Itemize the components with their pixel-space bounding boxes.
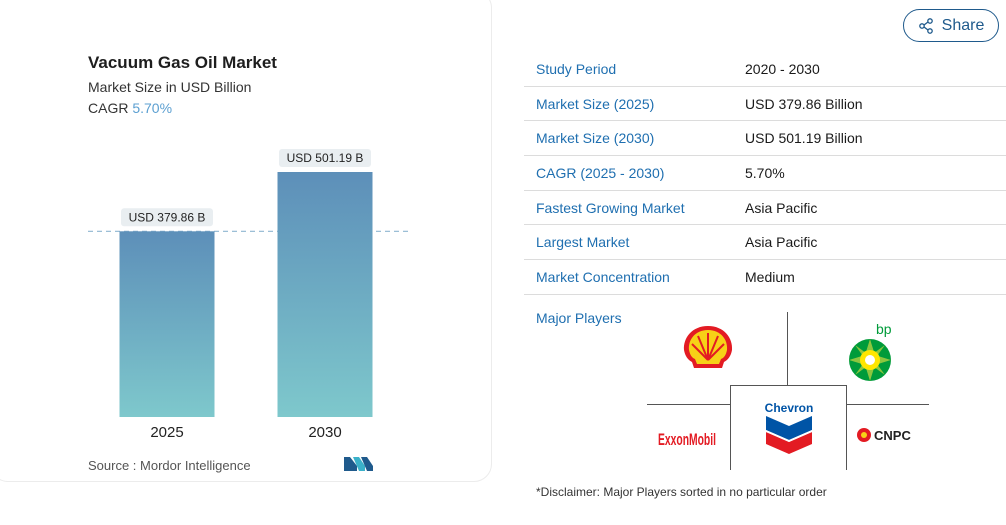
- players-divider: [730, 385, 847, 386]
- exxonmobil-logo-icon: ExxonMobil: [658, 430, 716, 449]
- fact-key: Fastest Growing Market: [536, 199, 685, 216]
- chart-source: Source : Mordor Intelligence: [88, 458, 251, 473]
- players-divider: [647, 404, 730, 405]
- share-label: Share: [941, 16, 985, 34]
- players-divider: [787, 312, 788, 385]
- players-divider: [847, 404, 929, 405]
- fact-key: Market Size (2025): [536, 95, 655, 112]
- table-row: CAGR (2025 - 2030) 5.70%: [524, 156, 1006, 191]
- bp-logo-text: bp: [876, 321, 892, 337]
- cnpc-logo-text: CNPC: [874, 428, 911, 443]
- fact-value: Asia Pacific: [745, 199, 818, 216]
- shell-logo-icon: [683, 326, 733, 368]
- market-facts-table: Study Period 2020 - 2030 Market Size (20…: [524, 52, 1006, 295]
- chart-card: [0, 0, 492, 482]
- fact-value: USD 501.19 Billion: [745, 130, 863, 147]
- chart-cagr: CAGR 5.70%: [88, 100, 172, 116]
- cagr-value: 5.70%: [132, 100, 173, 116]
- cagr-label: CAGR: [88, 100, 129, 116]
- fact-value: USD 379.86 Billion: [745, 95, 863, 112]
- cnpc-logo-icon: CNPC: [857, 428, 911, 443]
- bar-2025: [119, 231, 215, 417]
- data-label: USD 501.19 B: [287, 151, 364, 165]
- fact-value: 5.70%: [745, 164, 785, 181]
- table-row: Market Size (2030) USD 501.19 Billion: [524, 121, 1006, 157]
- x-tick-label: 2025: [150, 424, 183, 441]
- chart-title: Vacuum Gas Oil Market: [88, 53, 277, 72]
- fact-value: 2020 - 2030: [745, 60, 820, 77]
- table-row: Market Concentration Medium: [524, 260, 1006, 295]
- players-divider: [846, 385, 847, 470]
- data-label-box: [279, 149, 371, 167]
- fact-key: CAGR (2025 - 2030): [536, 164, 665, 181]
- share-icon: [918, 17, 933, 34]
- table-row: Study Period 2020 - 2030: [524, 52, 1006, 87]
- bp-logo-icon: bp: [849, 321, 892, 381]
- x-tick-label: 2030: [308, 424, 341, 441]
- chevron-logo-text: Chevron: [765, 401, 814, 415]
- major-players-label: Major Players: [536, 310, 622, 326]
- table-row: Largest Market Asia Pacific: [524, 225, 1006, 261]
- fact-key: Market Concentration: [536, 268, 670, 285]
- bar-2030: [277, 172, 373, 417]
- players-divider: [730, 385, 731, 470]
- chart-subtitle: Market Size in USD Billion: [88, 79, 252, 95]
- exxonmobil-logo-text: ExxonMobil: [658, 430, 716, 449]
- share-button[interactable]: Share: [903, 9, 999, 42]
- bar-chart: USD 379.86 B 2025 USD 501.19 B 2030: [88, 149, 408, 441]
- fact-key: Market Size (2030): [536, 130, 655, 147]
- fact-key: Largest Market: [536, 234, 630, 251]
- fact-value: Medium: [745, 268, 795, 285]
- data-label-box: [121, 208, 213, 227]
- fact-key: Study Period: [536, 60, 617, 77]
- disclaimer-text: *Disclaimer: Major Players sorted in no …: [536, 485, 827, 499]
- data-label: USD 379.86 B: [129, 210, 206, 224]
- table-row: Fastest Growing Market Asia Pacific: [524, 191, 1006, 226]
- chevron-logo-icon: Chevron: [765, 401, 814, 454]
- mordor-logo-icon: [344, 457, 373, 471]
- fact-value: Asia Pacific: [745, 234, 818, 251]
- table-row: Market Size (2025) USD 379.86 Billion: [524, 87, 1006, 122]
